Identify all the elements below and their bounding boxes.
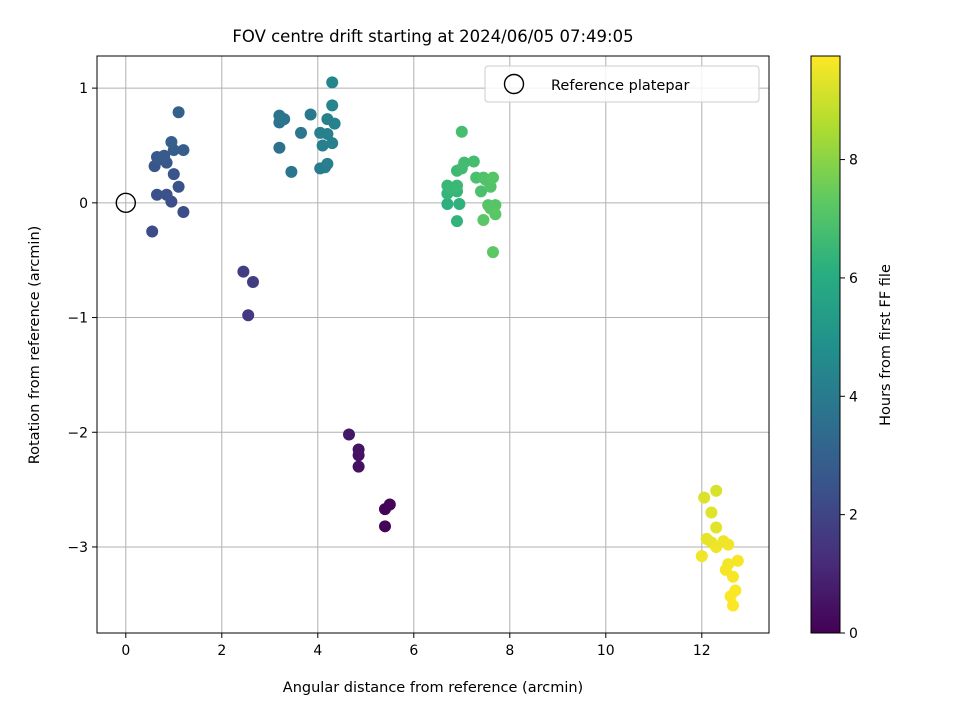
data-point [151, 188, 163, 201]
data-point [326, 76, 339, 89]
y-tick-label: 0 [79, 196, 88, 212]
data-point [165, 136, 178, 149]
x-axis-label: Angular distance from reference (arcmin) [283, 680, 583, 696]
plot-frame [96, 55, 770, 634]
data-point [273, 109, 286, 122]
data-point [172, 180, 185, 193]
data-point [146, 225, 159, 238]
data-point [467, 155, 480, 168]
data-point [458, 156, 471, 169]
x-tick-label: 0 [121, 643, 130, 659]
data-point [295, 126, 307, 139]
data-point [695, 550, 708, 563]
colorbar-gradient [810, 55, 841, 634]
data-point [487, 246, 499, 259]
data-point [321, 157, 334, 170]
x-tick-label: 12 [693, 643, 711, 659]
data-point [172, 106, 185, 119]
colorbar-tick-label: 8 [849, 153, 858, 169]
data-point [698, 491, 711, 504]
data-point [489, 199, 502, 212]
x-tick-label: 8 [505, 643, 514, 659]
data-point [722, 538, 735, 551]
data-point [484, 180, 497, 193]
legend: Reference platepar [484, 65, 760, 103]
y-tick-label: −3 [67, 540, 88, 556]
y-tick-label: −1 [67, 311, 88, 327]
colorbar-label: Hours from first FF file [878, 264, 894, 426]
data-point [477, 214, 490, 227]
data-point [727, 570, 739, 583]
x-tick-label: 6 [409, 643, 418, 659]
data-point [710, 484, 723, 497]
data-point [343, 428, 355, 441]
data-point [328, 117, 341, 130]
data-point [167, 168, 180, 181]
data-point [273, 141, 286, 154]
data-point [489, 208, 502, 221]
data-point [237, 265, 250, 278]
data-point [453, 197, 466, 210]
data-point [731, 554, 744, 567]
colorbar-tick-label: 0 [849, 626, 858, 642]
y-axis-ticks: −3 −2 −1 0 1 [67, 81, 97, 556]
data-point [710, 540, 723, 553]
data-point [475, 185, 487, 198]
data-point [326, 99, 339, 112]
x-tick-label: 4 [313, 643, 322, 659]
data-point [724, 590, 737, 603]
data-point [285, 165, 298, 178]
data-point [487, 171, 499, 184]
data-point [316, 139, 329, 152]
data-point [160, 188, 173, 201]
reference-platepar-marker [115, 192, 137, 214]
data-points [146, 76, 744, 612]
chart-title: FOV centre drift starting at 2024/06/05 … [232, 27, 633, 46]
data-point [242, 309, 255, 322]
data-point [379, 520, 391, 533]
data-point [326, 137, 339, 150]
data-point [710, 521, 723, 534]
colorbar: 0 2 4 6 8 Hours from first FF file [810, 55, 894, 642]
data-point [177, 206, 190, 219]
legend-box [484, 65, 760, 103]
data-point [383, 498, 396, 511]
legend-reference-marker [503, 73, 525, 95]
y-tick-label: 1 [79, 81, 88, 97]
y-axis-label: Rotation from reference (arcmin) [27, 226, 43, 465]
colorbar-ticks: 0 2 4 6 8 [840, 153, 858, 642]
legend-label-reference-platepar: Reference platepar [551, 78, 689, 94]
colorbar-tick-label: 2 [849, 508, 858, 524]
data-point [321, 128, 334, 141]
colorbar-tick-label: 6 [849, 271, 858, 287]
x-tick-label: 10 [597, 643, 615, 659]
data-point [177, 144, 190, 157]
grid-lines [97, 56, 769, 633]
data-point [247, 275, 259, 288]
data-point [451, 215, 463, 228]
data-point [441, 197, 454, 210]
data-point [158, 149, 171, 162]
colorbar-tick-label: 4 [849, 389, 858, 405]
x-tick-label: 2 [217, 643, 226, 659]
data-point [304, 108, 317, 121]
y-tick-label: −2 [67, 425, 88, 441]
data-point [451, 179, 463, 192]
data-point [455, 125, 468, 138]
data-point [727, 599, 739, 612]
data-point [352, 443, 365, 456]
data-point [705, 506, 718, 519]
data-point [352, 460, 365, 473]
x-axis-ticks: 0 2 4 6 8 10 12 [121, 633, 711, 659]
